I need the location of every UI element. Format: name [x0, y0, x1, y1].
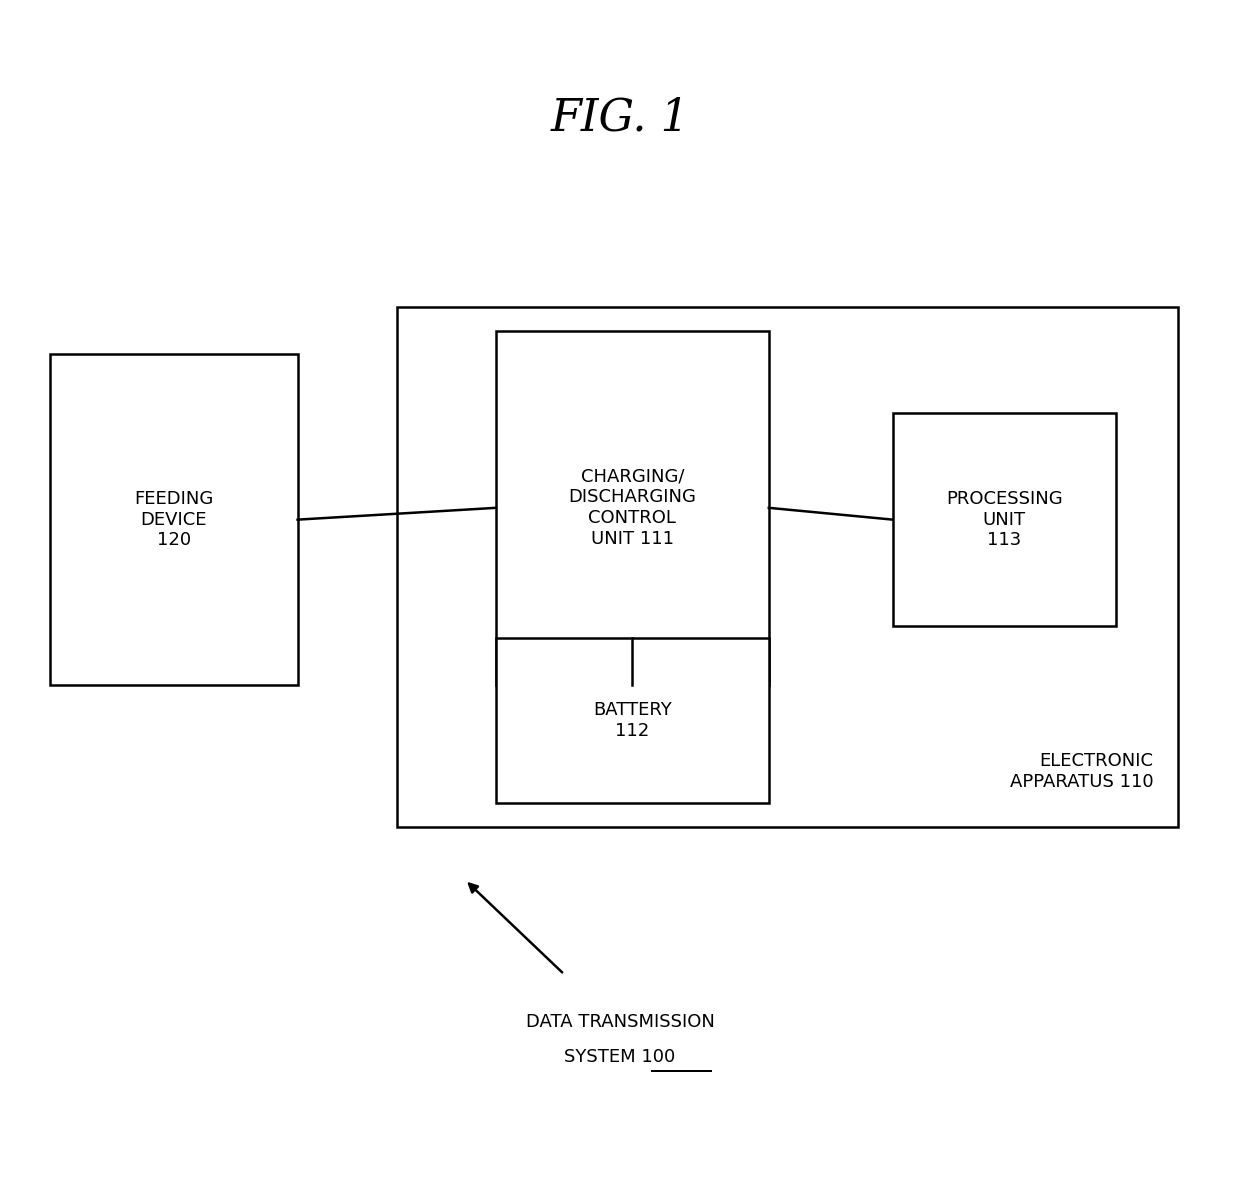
Text: ELECTRONIC
APPARATUS 110: ELECTRONIC APPARATUS 110	[1009, 752, 1153, 791]
FancyBboxPatch shape	[50, 354, 298, 685]
Text: DATA TRANSMISSION: DATA TRANSMISSION	[526, 1012, 714, 1031]
Text: BATTERY
112: BATTERY 112	[593, 702, 672, 739]
Text: CHARGING/
DISCHARGING
CONTROL
UNIT 111: CHARGING/ DISCHARGING CONTROL UNIT 111	[568, 468, 697, 548]
FancyBboxPatch shape	[397, 307, 1178, 827]
Text: PROCESSING
UNIT
113: PROCESSING UNIT 113	[946, 490, 1063, 549]
FancyBboxPatch shape	[496, 638, 769, 803]
FancyBboxPatch shape	[893, 413, 1116, 626]
FancyBboxPatch shape	[496, 331, 769, 685]
Text: FEEDING
DEVICE
120: FEEDING DEVICE 120	[134, 490, 213, 549]
Text: SYSTEM 100: SYSTEM 100	[564, 1048, 676, 1066]
Text: FIG. 1: FIG. 1	[551, 97, 689, 139]
